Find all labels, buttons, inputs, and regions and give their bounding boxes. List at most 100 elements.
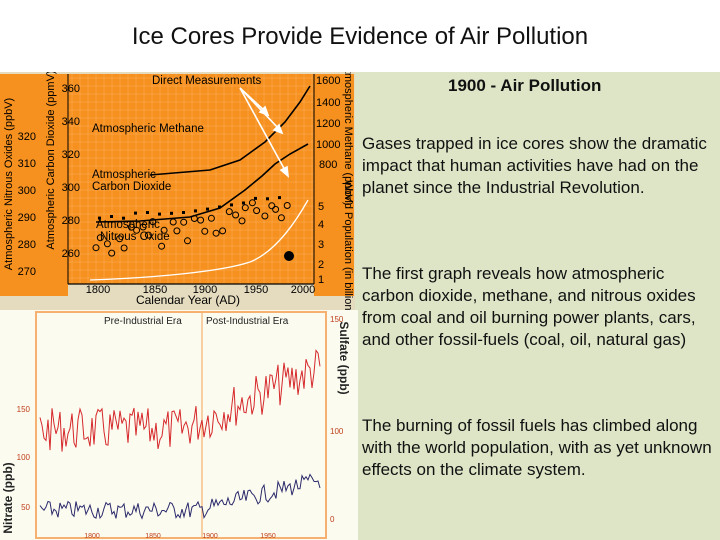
f2-left-tick-150: 150 <box>17 405 31 414</box>
f1-label-n2o-l2: Nitrous Oxide <box>100 231 170 243</box>
f1-xtick-1850: 1850 <box>143 284 167 296</box>
f2-ylabel-sulfate: Sulfate (ppb) <box>337 321 351 394</box>
f1-n2o-marker <box>184 237 191 245</box>
f1-methane-marker <box>110 215 113 218</box>
f1-n2o-marker <box>190 215 198 222</box>
figure1-series <box>89 85 311 281</box>
f1-xtick-2000: 2000 <box>291 284 315 296</box>
f2-xtick-1850: 1850 <box>145 533 161 540</box>
f1-n2o-marker <box>207 214 215 222</box>
f1-pop-tick-4: 4 <box>318 219 324 231</box>
f1-methane-marker <box>266 197 269 201</box>
f1-ch4-tick-800: 800 <box>319 159 337 171</box>
f1-methane-marker <box>122 216 125 220</box>
f1-ylabel-n2o: Atmospheric Nitrous Oxides (ppbV) <box>3 98 15 270</box>
f1-ylabel-ch4: Atmospheric Methane (ppbV) <box>342 72 354 206</box>
f1-pop-tick-5: 5 <box>318 201 324 213</box>
f1-n2o-marker <box>201 227 209 235</box>
f1-n2o-marker <box>92 244 100 252</box>
f1-n2o-marker <box>277 214 285 222</box>
f1-methane-marker <box>206 207 209 211</box>
f1-highlight-marker <box>284 251 294 261</box>
f1-n2o-marker <box>96 234 104 242</box>
f2-label-post: Post-Industrial Era <box>206 316 289 327</box>
f1-population-curve <box>89 199 309 281</box>
f1-label-co2-l1: Atmospheric <box>92 169 156 181</box>
f1-co2-tick-320: 320 <box>62 149 80 161</box>
f1-n2o-marker <box>212 229 220 237</box>
f1-methane-curve <box>95 143 309 223</box>
slide-subheading: 1900 - Air Pollution <box>448 76 602 95</box>
figure2-background <box>0 310 358 540</box>
f1-n2o-marker <box>268 202 276 210</box>
f1-methane-marker <box>146 211 149 214</box>
f1-label-co2-l2: Carbon Dioxide <box>92 181 171 193</box>
f1-n2o-marker <box>127 223 135 231</box>
f1-n2o-marker <box>232 211 240 219</box>
f2-xtick-1950: 1950 <box>260 533 276 540</box>
f2-xtick-1800: 1800 <box>84 533 100 540</box>
f1-methane-marker <box>230 203 233 207</box>
f2-right-tick-150: 150 <box>330 315 344 324</box>
f1-label-n2o-l1: Atmospheric <box>96 219 160 231</box>
paragraph-3: The burning of fossil fuels has climbed … <box>362 416 712 479</box>
f1-n2o-marker <box>149 218 157 226</box>
f2-ylabel-nitrate: Nitrate (ppb) <box>1 462 15 533</box>
f2-xtick-1900: 1900 <box>202 533 218 540</box>
f1-ch4-tick-1600: 1600 <box>316 75 340 87</box>
f1-methane-marker <box>254 196 257 200</box>
f1-methane-marker <box>242 201 245 205</box>
f1-methane-marker <box>158 212 161 216</box>
slide-title: Ice Cores Provide Evidence of Air Pollut… <box>131 23 589 50</box>
f1-ch4-tick-1200: 1200 <box>316 118 340 130</box>
f1-n2o-marker <box>144 231 152 239</box>
f1-n2o-marker <box>133 226 141 234</box>
f2-right-tick-0: 0 <box>330 515 335 524</box>
f1-co2-tick-280: 280 <box>62 215 80 227</box>
f1-n2o-tick-320: 320 <box>18 131 36 143</box>
f1-n2o-marker <box>238 217 246 225</box>
f1-xtick-1800: 1800 <box>86 284 110 296</box>
f1-pop-tick-2: 2 <box>318 259 324 271</box>
f1-methane-marker <box>194 209 197 213</box>
f1-n2o-marker <box>241 204 249 212</box>
figure2-frame <box>35 311 327 539</box>
figure1-plot-area <box>68 74 314 284</box>
f2-left-tick-100: 100 <box>17 453 31 462</box>
f1-n2o-tick-310: 310 <box>18 158 36 170</box>
f1-n2o-marker <box>103 240 111 248</box>
f1-methane-marker <box>278 196 281 200</box>
f1-xtick-1900: 1900 <box>193 284 217 296</box>
f1-n2o-marker <box>219 227 227 235</box>
f1-n2o-tick-280: 280 <box>18 239 36 251</box>
f1-co2-tick-360: 360 <box>62 83 80 95</box>
f1-n2o-tick-270: 270 <box>18 266 36 278</box>
figure1-right-margin <box>314 74 354 296</box>
paragraph-1: Gases trapped in ice cores show the dram… <box>362 134 707 197</box>
f2-right-tick-100: 100 <box>330 427 344 436</box>
f1-co2-tick-340: 340 <box>62 116 80 128</box>
f1-ylabel-pop: World Population (in billions) <box>342 180 354 310</box>
f1-n2o-tick-290: 290 <box>18 212 36 224</box>
f1-ch4-tick-1400: 1400 <box>316 97 340 109</box>
f1-n2o-marker <box>253 207 261 215</box>
f1-co2-tick-300: 300 <box>62 182 80 194</box>
figure1-grid <box>68 74 314 284</box>
f2-nitrate-series <box>39 473 321 520</box>
f1-n2o-marker <box>248 199 256 207</box>
ice-core-gas-figure: 1800 1850 1900 1950 2000 Calendar Year (… <box>0 72 355 310</box>
f1-methane-marker <box>98 216 101 220</box>
f1-n2o-marker <box>160 226 168 234</box>
f1-methane-marker <box>170 211 173 215</box>
f1-direct-arrows <box>239 87 290 178</box>
f1-ylabel-co2: Atmospheric Carbon Dioxide (ppmV) <box>45 72 57 250</box>
f1-pop-tick-3: 3 <box>318 239 324 251</box>
f1-n2o-marker <box>225 208 233 216</box>
figure2-series <box>39 349 321 520</box>
ice-core-nitrate-sulfate-figure: Pre-Industrial Era Post-Industrial Era 1… <box>0 310 358 540</box>
f1-n2o-marker <box>283 202 291 209</box>
f1-n2o-marker <box>108 249 116 257</box>
title-bar: Ice Cores Provide Evidence of Air Pollut… <box>0 0 720 72</box>
f1-label-methane: Atmospheric Methane <box>92 123 204 135</box>
f1-n2o-marker <box>169 218 177 226</box>
